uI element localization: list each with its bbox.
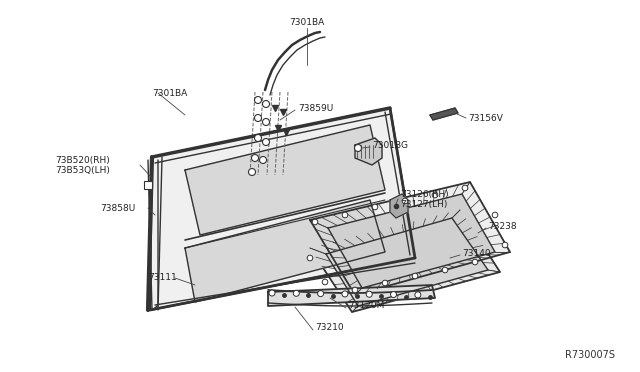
Polygon shape [310, 210, 500, 312]
Polygon shape [268, 285, 435, 306]
Text: 73858U: 73858U [100, 203, 135, 212]
Text: 7301BG: 7301BG [372, 141, 408, 150]
Circle shape [415, 292, 421, 298]
Circle shape [502, 242, 508, 248]
Text: 73140: 73140 [462, 248, 491, 257]
Circle shape [402, 198, 408, 204]
Circle shape [248, 169, 255, 176]
Circle shape [382, 280, 388, 286]
Circle shape [442, 267, 448, 273]
Circle shape [342, 291, 348, 297]
Text: 7301BA: 7301BA [289, 17, 324, 26]
Circle shape [472, 259, 478, 265]
Circle shape [352, 287, 358, 293]
Circle shape [372, 204, 378, 210]
Circle shape [432, 192, 438, 198]
Circle shape [366, 291, 372, 297]
Text: 73120M: 73120M [348, 301, 385, 311]
Polygon shape [390, 194, 408, 218]
Circle shape [255, 135, 262, 141]
Polygon shape [328, 194, 495, 288]
Circle shape [412, 273, 418, 279]
Circle shape [293, 290, 300, 296]
Text: 73210: 73210 [315, 324, 344, 333]
Text: 73156V: 73156V [468, 113, 503, 122]
Circle shape [255, 96, 262, 103]
Circle shape [317, 291, 324, 296]
Circle shape [462, 185, 468, 191]
Text: 7301BA: 7301BA [152, 89, 188, 97]
Circle shape [355, 144, 362, 151]
Circle shape [255, 115, 262, 122]
Polygon shape [310, 182, 510, 295]
Circle shape [312, 219, 318, 225]
Polygon shape [355, 138, 382, 165]
Text: 73B53Q(LH): 73B53Q(LH) [55, 166, 110, 174]
Text: 73111: 73111 [148, 273, 177, 282]
Polygon shape [185, 200, 385, 302]
Circle shape [492, 212, 498, 218]
Circle shape [259, 157, 266, 164]
Polygon shape [430, 108, 458, 120]
Text: 73126(RH): 73126(RH) [400, 189, 449, 199]
Circle shape [390, 292, 397, 298]
Circle shape [262, 119, 269, 125]
Circle shape [322, 279, 328, 285]
Text: 73238: 73238 [488, 221, 516, 231]
Circle shape [342, 212, 348, 218]
Circle shape [269, 290, 275, 296]
Polygon shape [150, 108, 415, 310]
Circle shape [252, 154, 259, 161]
Polygon shape [326, 218, 488, 306]
Polygon shape [185, 125, 385, 235]
Text: 73859U: 73859U [298, 103, 333, 112]
Text: 73127(LH): 73127(LH) [400, 199, 447, 208]
Circle shape [262, 138, 269, 145]
Text: 73B520(RH): 73B520(RH) [55, 155, 109, 164]
Circle shape [262, 100, 269, 108]
Text: R730007S: R730007S [565, 350, 615, 360]
Circle shape [307, 255, 313, 261]
